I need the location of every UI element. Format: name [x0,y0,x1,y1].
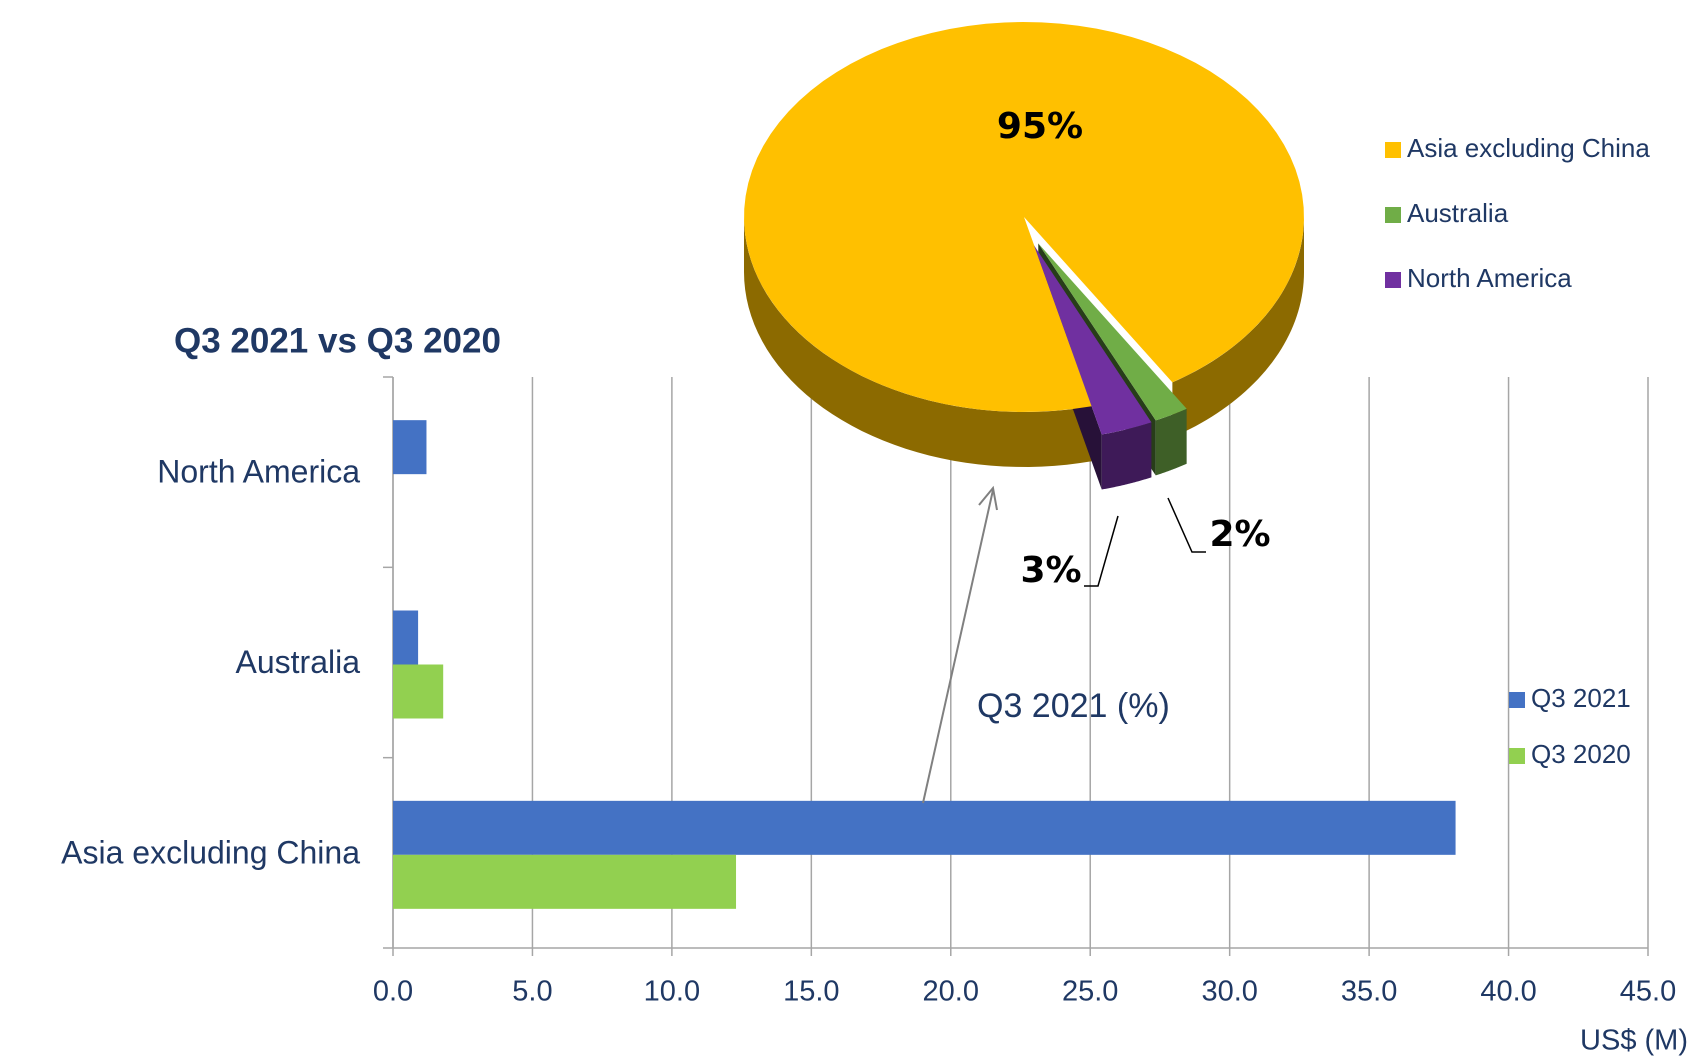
pie-title: Q3 2021 (%) [977,687,1170,725]
pie-value-label: 3% [1020,550,1081,591]
arrow-line [922,489,994,804]
legend-label: Q3 2020 [1531,739,1631,769]
slice-side [1101,422,1152,490]
x-tick-label: 30.0 [1201,976,1257,1008]
bar-title: Q3 2021 vs Q3 2020 [174,321,501,360]
slice-side [1155,408,1187,476]
pie-value-label: 95% [997,106,1083,147]
x-tick-label: 35.0 [1341,976,1397,1008]
pie-value-label: 2% [1209,514,1270,555]
legend-label: Q3 2021 [1531,683,1631,713]
legend-label: Australia [1407,198,1509,228]
arrow-head [978,485,998,511]
bar [393,854,737,909]
legend-swatch [1509,748,1525,764]
x-tick-label: 10.0 [644,976,700,1008]
x-tick-label: 45.0 [1620,976,1676,1008]
pie-slice [1033,245,1152,435]
x-tick-label: 40.0 [1480,976,1536,1008]
pie-slice [744,22,1304,412]
y-tick-label: Australia [236,644,361,680]
legend-swatch [1385,207,1401,223]
bar [393,664,444,719]
legend-swatch [1385,272,1401,288]
legend-label: Asia excluding China [1407,133,1650,163]
slice-side [744,217,1092,467]
legend-swatch [1509,692,1525,708]
x-tick-label: 15.0 [783,976,839,1008]
y-tick-label: Asia excluding China [61,834,360,870]
bar [393,610,419,665]
x-tick-label: 5.0 [512,976,552,1008]
x-tick-label: 0.0 [373,976,413,1008]
leader-line [1084,515,1119,587]
x-tick-label: 25.0 [1062,976,1118,1008]
pie-slice [1038,243,1187,421]
bar [393,420,427,475]
y-tick-label: North America [157,454,360,490]
legend-swatch [1385,142,1401,158]
x-tick-label: 20.0 [923,976,979,1008]
leader-line [1167,497,1206,553]
slice-side [1172,217,1304,438]
legend-label: North America [1407,263,1572,293]
x-axis-label: US$ (M) [1580,1025,1688,1057]
bar [393,800,1456,855]
